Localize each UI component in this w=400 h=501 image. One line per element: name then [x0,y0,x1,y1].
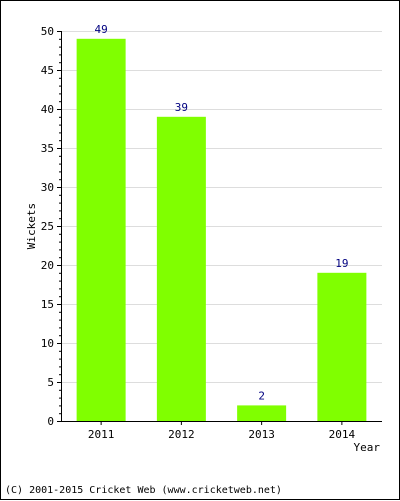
value-label-2011: 49 [95,23,108,36]
bar-2012 [156,116,206,422]
value-label-2012: 39 [175,101,188,114]
y-tick-label: 45 [41,64,54,77]
bar-2014 [317,272,367,421]
axes [57,31,382,425]
copyright-footer: (C) 2001-2015 Cricket Web (www.cricketwe… [5,485,282,496]
y-tick-label: 0 [47,415,54,428]
y-axis-title: Wickets [25,203,38,249]
bars [76,38,367,422]
x-axis-title: Year [354,441,381,454]
value-label-2014: 19 [335,257,348,270]
bar-2013 [237,405,287,421]
y-tick-label: 20 [41,259,54,272]
y-tick-label: 35 [41,142,54,155]
bar-2011 [76,38,126,422]
x-tick-label-2011: 2011 [88,428,115,441]
value-label-2013: 2 [258,389,265,402]
x-tick-label-2014: 2014 [329,428,356,441]
x-tick-label-2012: 2012 [168,428,195,441]
y-tick-label: 5 [47,376,54,389]
y-tick-label: 15 [41,298,54,311]
y-tick-label: 25 [41,220,54,233]
x-tick-label-2013: 2013 [248,428,275,441]
y-tick-label: 10 [41,337,54,350]
y-tick-label: 50 [41,25,54,38]
labels: 0 5 10 15 20 25 30 35 40 45 50 49 2011 39 2012 2 2013 19 2… [25,23,380,454]
y-tick-label: 40 [41,103,54,116]
y-tick-label: 30 [41,181,54,194]
